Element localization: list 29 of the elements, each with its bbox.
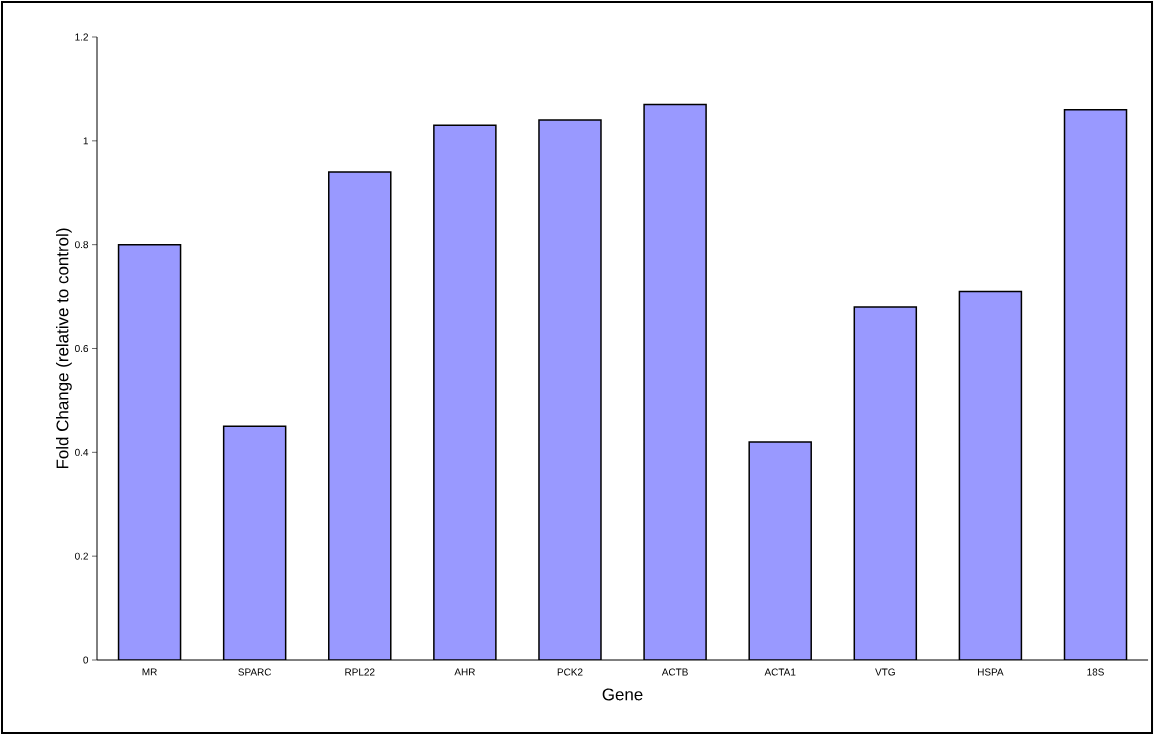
y-tick-label: 0.6	[75, 344, 89, 353]
y-tick-label: 1.2	[75, 33, 88, 41]
y-axis-title: Fold Change (relative to control)	[56, 228, 72, 469]
y-tick-label: 0	[83, 656, 89, 664]
y-tick-label: 0.8	[75, 241, 89, 249]
y-tick-label: 1	[83, 137, 88, 145]
bar	[222, 425, 287, 660]
x-tick-label: ACTA1	[764, 668, 796, 676]
bar	[1063, 108, 1128, 660]
x-tick-label: MR	[142, 668, 157, 676]
bar	[433, 124, 497, 660]
bar	[958, 290, 1023, 660]
y-tick-label: 0.4	[75, 448, 89, 456]
x-tick-label: HSPA	[978, 668, 1004, 676]
bar	[117, 243, 182, 660]
x-tick-label: ACTB	[661, 668, 688, 676]
bar	[328, 171, 392, 660]
bar	[538, 119, 602, 660]
x-tick-label: AHR	[454, 668, 475, 676]
x-tick-label: RPL22	[345, 668, 375, 676]
bar	[643, 103, 707, 660]
y-tick-label: 0.2	[75, 552, 88, 560]
x-axis-title: Gene	[602, 688, 643, 701]
x-tick-label: SPARC	[238, 668, 272, 676]
x-tick-label: 18S	[1087, 668, 1104, 676]
x-tick-label: VTG	[875, 668, 895, 676]
bar	[748, 441, 812, 660]
bar	[853, 306, 918, 660]
x-tick-label: PCK2	[557, 668, 583, 676]
